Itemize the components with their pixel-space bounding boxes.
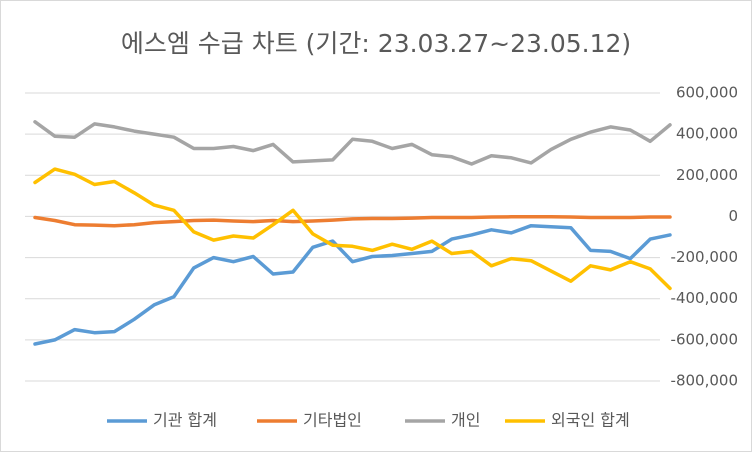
legend-label: 개인 — [451, 411, 480, 430]
y-tick-label: -800,000 — [671, 372, 738, 390]
legend-label: 기관 합계 — [153, 411, 217, 430]
series-line — [33, 120, 672, 166]
y-tick-label: 0 — [728, 207, 738, 225]
chart-title: 에스엠 수급 차트 (기간: 23.03.27~23.05.12) — [121, 29, 631, 58]
y-tick-label: 600,000 — [676, 84, 738, 102]
series-line — [33, 215, 672, 228]
y-tick-label: -400,000 — [671, 289, 738, 307]
series-line — [33, 167, 672, 291]
y-tick-label: 200,000 — [676, 166, 738, 184]
y-tick-label: -200,000 — [671, 248, 738, 266]
legend-label: 외국인 합계 — [551, 411, 630, 430]
series-line — [33, 223, 672, 346]
legend-label: 기타법인 — [303, 411, 362, 430]
y-tick-label: -600,000 — [671, 330, 738, 348]
y-tick-label: 400,000 — [676, 125, 738, 143]
